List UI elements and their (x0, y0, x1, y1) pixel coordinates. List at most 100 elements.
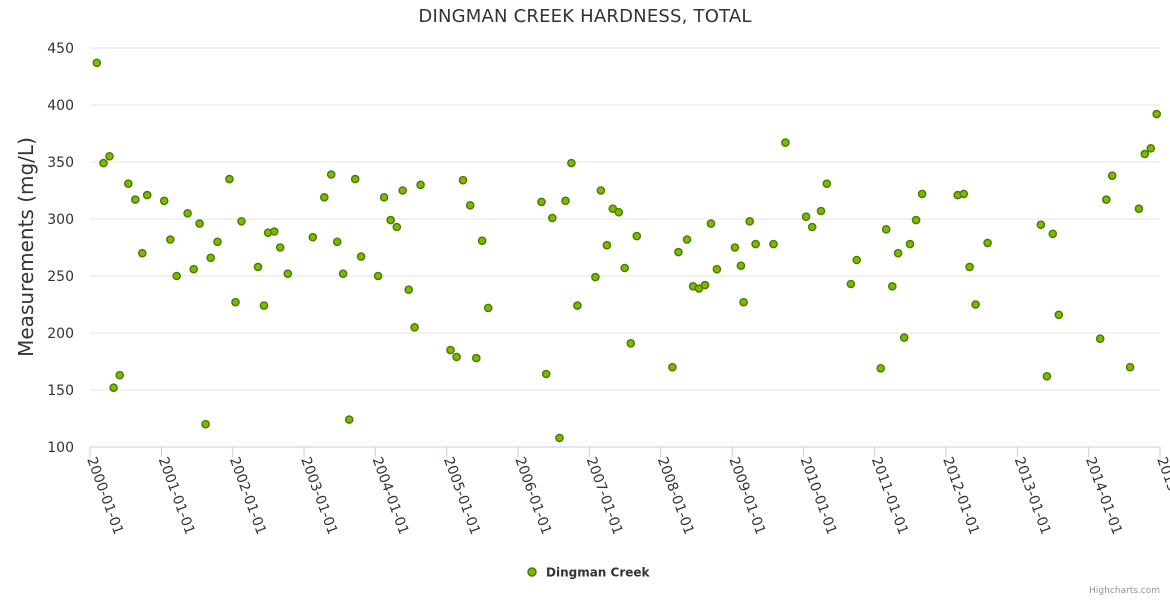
data-point[interactable] (124, 179, 133, 188)
data-point[interactable] (1140, 149, 1150, 159)
data-point[interactable] (159, 196, 169, 206)
data-point[interactable] (626, 338, 636, 348)
data-point[interactable] (259, 301, 269, 310)
data-point[interactable] (917, 189, 927, 199)
data-point[interactable] (92, 58, 102, 68)
data-point[interactable] (130, 195, 140, 204)
data-point[interactable] (769, 239, 778, 249)
data-point[interactable] (781, 138, 790, 147)
data-point[interactable] (99, 158, 108, 168)
data-point[interactable] (471, 353, 481, 363)
data-point[interactable] (1102, 195, 1111, 204)
data-point[interactable] (983, 238, 992, 248)
data-point[interactable] (350, 174, 360, 184)
data-point[interactable] (888, 281, 897, 291)
data-point[interactable] (379, 192, 389, 202)
data-point[interactable] (275, 243, 285, 252)
data-point[interactable] (213, 237, 222, 247)
data-point[interactable] (807, 222, 817, 232)
data-point[interactable] (548, 213, 557, 223)
legend[interactable]: Dingman Creek (527, 566, 651, 580)
data-point[interactable] (899, 333, 909, 342)
data-point[interactable] (965, 262, 974, 272)
data-point[interactable] (751, 239, 760, 249)
data-point[interactable] (344, 415, 354, 424)
data-point[interactable] (674, 247, 683, 257)
data-point[interactable] (801, 212, 811, 221)
data-point[interactable] (561, 196, 570, 206)
data-point[interactable] (881, 224, 891, 234)
data-point[interactable] (573, 301, 582, 310)
data-point[interactable] (591, 272, 600, 282)
data-point[interactable] (852, 255, 862, 265)
data-point[interactable] (1042, 371, 1052, 381)
data-point[interactable] (225, 174, 234, 184)
data-point[interactable] (206, 253, 215, 263)
data-point[interactable] (253, 262, 263, 272)
data-point[interactable] (682, 235, 692, 244)
data-point[interactable] (1152, 109, 1161, 119)
data-point[interactable] (477, 236, 487, 245)
data-point[interactable] (736, 261, 746, 271)
data-point[interactable] (905, 239, 915, 249)
data-point[interactable] (614, 207, 624, 217)
data-point[interactable] (356, 252, 366, 261)
data-point[interactable] (458, 175, 468, 185)
data-point[interactable] (1107, 171, 1117, 180)
data-point[interactable] (326, 170, 336, 179)
data-point[interactable] (668, 362, 677, 372)
data-point[interactable] (332, 237, 342, 247)
data-point[interactable] (846, 279, 856, 289)
data-point[interactable] (1054, 310, 1064, 320)
credits-link[interactable]: Highcharts.com (1089, 586, 1160, 596)
data-point[interactable] (893, 248, 903, 258)
data-point[interactable] (237, 216, 246, 226)
data-point[interactable] (822, 179, 832, 188)
data-point[interactable] (745, 216, 755, 226)
data-point[interactable] (1095, 334, 1105, 344)
data-point[interactable] (269, 227, 279, 236)
data-point[interactable] (596, 186, 606, 195)
data-point[interactable] (195, 219, 204, 228)
data-point[interactable] (446, 345, 455, 355)
data-point[interactable] (483, 303, 493, 313)
data-point[interactable] (959, 189, 969, 199)
data-point[interactable] (602, 240, 612, 250)
data-point[interactable] (632, 231, 642, 241)
data-point[interactable] (567, 158, 576, 168)
data-point[interactable] (172, 271, 181, 281)
data-point[interactable] (816, 206, 826, 216)
data-point[interactable] (183, 208, 192, 218)
data-point[interactable] (911, 215, 921, 225)
data-point[interactable] (1036, 220, 1046, 229)
data-point[interactable] (319, 192, 329, 202)
data-point[interactable] (706, 219, 716, 228)
data-point[interactable] (398, 186, 408, 195)
data-point[interactable] (386, 215, 396, 225)
data-point[interactable] (404, 285, 414, 295)
data-point[interactable] (712, 264, 722, 274)
data-point[interactable] (105, 151, 114, 161)
data-point[interactable] (555, 433, 564, 443)
data-point[interactable] (537, 197, 546, 207)
data-point[interactable] (410, 322, 419, 332)
data-point[interactable] (373, 271, 383, 281)
data-point[interactable] (1048, 229, 1058, 239)
data-point[interactable] (971, 300, 980, 309)
data-point[interactable] (1125, 362, 1135, 372)
data-point[interactable] (452, 352, 461, 362)
data-point[interactable] (283, 269, 293, 279)
data-point[interactable] (142, 190, 152, 200)
data-point[interactable] (231, 297, 240, 307)
data-point[interactable] (109, 383, 118, 393)
data-point[interactable] (1146, 143, 1156, 153)
data-point[interactable] (308, 232, 318, 242)
data-point[interactable] (189, 264, 198, 274)
data-point[interactable] (392, 222, 402, 232)
data-point[interactable] (165, 235, 175, 244)
data-point[interactable] (541, 369, 551, 379)
data-point[interactable] (416, 180, 425, 190)
data-point[interactable] (739, 297, 748, 307)
data-point[interactable] (115, 370, 124, 380)
data-point[interactable] (201, 419, 210, 429)
